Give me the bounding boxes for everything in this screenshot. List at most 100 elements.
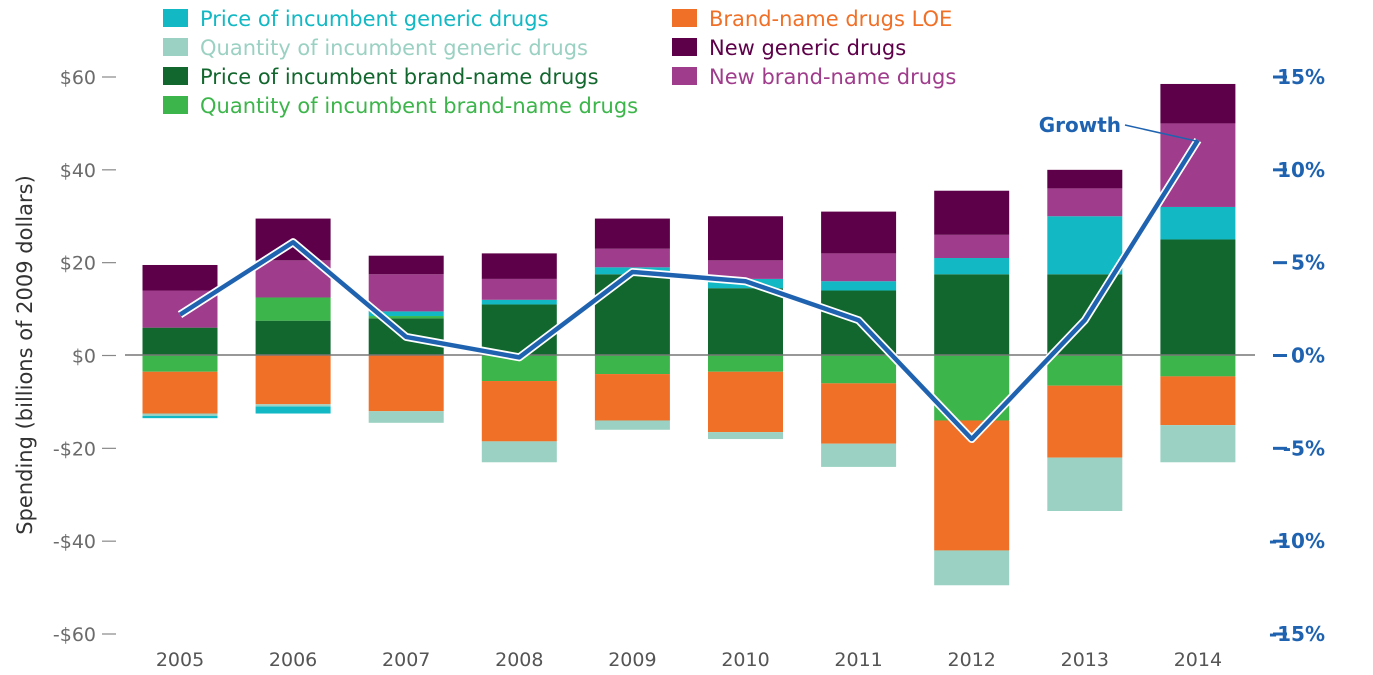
- bar-segment: [1047, 169, 1123, 189]
- bar-segment: [1160, 355, 1236, 377]
- right-tick-label: 0%: [1291, 344, 1325, 368]
- bar-segment: [1047, 355, 1123, 386]
- bar-segment: [368, 255, 444, 275]
- legend-swatch: [672, 9, 697, 27]
- bar-segment: [368, 411, 444, 423]
- left-axis: $60 $40 $20 $0 -$20 -$40 -$60: [53, 67, 116, 646]
- bar-segment: [708, 355, 783, 372]
- x-tick-label: 2008: [495, 649, 543, 671]
- bar-segment: [708, 216, 783, 261]
- legend-swatch: [163, 96, 188, 114]
- legend-swatch: [163, 9, 188, 27]
- bar-segment: [1047, 188, 1123, 217]
- growth-line-halo: [177, 137, 1202, 444]
- x-tick-label: 2010: [721, 649, 769, 671]
- x-tick-label: 2013: [1061, 649, 1109, 671]
- bar-segment: [142, 264, 218, 291]
- legend-label: Brand-name drugs LOE: [709, 7, 952, 31]
- bar-segment: [142, 371, 218, 414]
- bar-segment: [481, 253, 557, 279]
- right-tick-label: 10%: [1277, 158, 1325, 182]
- bar-segment: [142, 413, 218, 416]
- bar-segment: [481, 278, 557, 300]
- left-tick-label: $60: [60, 67, 96, 89]
- bar-segment: [142, 327, 218, 356]
- y-axis-label: Spending (billions of 2009 dollars): [13, 175, 37, 535]
- bar-segment: [594, 374, 670, 421]
- legend-label: Quantity of incumbent generic drugs: [200, 36, 588, 60]
- x-tick-label: 2014: [1174, 649, 1222, 671]
- bar-segment: [1047, 216, 1123, 275]
- left-tick-label: -$20: [53, 438, 96, 460]
- bar-segment: [594, 248, 670, 268]
- x-axis-ticks: 2005 2006 2007 2008 2009 2010 2011 2012 2013 2014: [156, 649, 1222, 671]
- bar-segment: [1047, 385, 1123, 458]
- bar-segment: [821, 211, 897, 254]
- bar-segment: [594, 218, 670, 249]
- bar-segment: [1160, 376, 1236, 426]
- legend-label: New generic drugs: [709, 36, 906, 60]
- legend-label: Price of incumbent generic drugs: [200, 7, 548, 31]
- bar-segment: [821, 383, 897, 444]
- x-tick-label: 2009: [608, 649, 656, 671]
- growth-leader-line: [1124, 124, 1197, 142]
- left-tick-label: $0: [72, 346, 96, 368]
- x-tick-label: 2005: [156, 649, 204, 671]
- growth-line-group: [177, 137, 1202, 444]
- bar-segment: [142, 355, 218, 372]
- bar-segment: [934, 550, 1010, 586]
- legend-swatch: [163, 67, 188, 85]
- growth-annotation: Growth: [1039, 113, 1197, 142]
- bar-segment: [934, 258, 1010, 275]
- bar-segment: [821, 355, 897, 384]
- right-tick-label: -10%: [1269, 529, 1325, 553]
- bar-segment: [255, 297, 331, 321]
- x-tick-label: 2006: [269, 649, 317, 671]
- x-tick-label: 2011: [834, 649, 882, 671]
- bar-segment: [594, 420, 670, 430]
- bar-segment: [1160, 206, 1236, 240]
- bar-segment: [255, 355, 331, 405]
- bar-segment: [934, 234, 1010, 259]
- right-axis: 15% 10% 5% 0% -5% -10% -15%: [1269, 65, 1325, 646]
- x-tick-label: 2012: [948, 649, 996, 671]
- right-tick-label: 5%: [1291, 251, 1325, 275]
- bar-segment: [481, 299, 557, 305]
- bar-segment: [255, 404, 331, 407]
- bar-segment: [142, 415, 218, 419]
- legend-swatch: [672, 38, 697, 56]
- bar-segment: [708, 288, 783, 356]
- bar-segment: [934, 274, 1010, 356]
- bar-segment: [708, 260, 783, 279]
- legend-label: Quantity of incumbent brand-name drugs: [200, 94, 638, 118]
- growth-line: [178, 138, 1200, 442]
- bar-segment: [821, 443, 897, 467]
- legend-label: New brand-name drugs: [709, 65, 956, 89]
- legend: Price of incumbent generic drugs Quantity…: [163, 7, 956, 118]
- bar-segment: [1160, 239, 1236, 356]
- growth-label: Growth: [1039, 113, 1121, 137]
- bar-segment: [481, 304, 557, 356]
- bar-segment: [1160, 123, 1236, 207]
- bar-segment: [821, 281, 897, 291]
- bar-segment: [368, 274, 444, 312]
- bar-segment: [368, 311, 444, 317]
- bar-segment: [481, 381, 557, 442]
- bar-stacks: [142, 83, 1236, 586]
- bar-segment: [255, 406, 331, 414]
- bar-segment: [368, 316, 444, 319]
- bar-segment: [1160, 425, 1236, 463]
- left-tick-label: -$60: [53, 624, 96, 646]
- bar-segment: [255, 320, 331, 356]
- bar-segment: [481, 441, 557, 463]
- x-tick-label: 2007: [382, 649, 430, 671]
- legend-label: Price of incumbent brand-name drugs: [200, 65, 599, 89]
- right-tick-label: 15%: [1277, 65, 1325, 89]
- bar-segment: [934, 190, 1010, 235]
- bar-segment: [368, 355, 444, 412]
- right-tick-label: -5%: [1283, 436, 1325, 460]
- bar-segment: [1160, 83, 1236, 124]
- bar-segment: [821, 253, 897, 282]
- bar-segment: [594, 274, 670, 356]
